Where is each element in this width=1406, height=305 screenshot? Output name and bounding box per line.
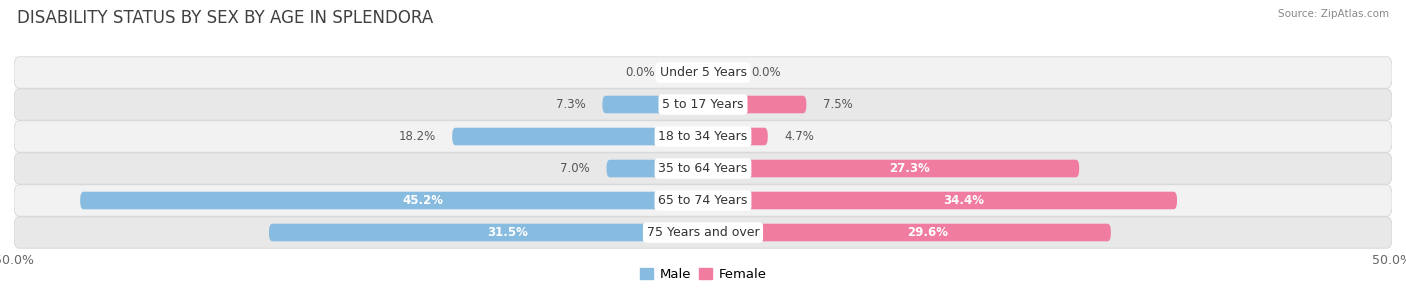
Text: 18 to 34 Years: 18 to 34 Years (658, 130, 748, 143)
Text: 45.2%: 45.2% (402, 194, 443, 207)
FancyBboxPatch shape (703, 224, 1111, 241)
Text: 29.6%: 29.6% (907, 226, 948, 239)
FancyBboxPatch shape (269, 224, 703, 241)
Text: 7.3%: 7.3% (557, 98, 586, 111)
FancyBboxPatch shape (14, 121, 1392, 152)
Text: 0.0%: 0.0% (626, 66, 655, 79)
Text: 34.4%: 34.4% (943, 194, 984, 207)
FancyBboxPatch shape (14, 57, 1392, 88)
FancyBboxPatch shape (14, 153, 1392, 184)
FancyBboxPatch shape (703, 192, 1177, 209)
Text: Source: ZipAtlas.com: Source: ZipAtlas.com (1278, 9, 1389, 19)
Text: 0.0%: 0.0% (751, 66, 780, 79)
Text: 31.5%: 31.5% (488, 226, 529, 239)
FancyBboxPatch shape (606, 160, 703, 177)
Text: 4.7%: 4.7% (785, 130, 814, 143)
Text: 35 to 64 Years: 35 to 64 Years (658, 162, 748, 175)
FancyBboxPatch shape (14, 185, 1392, 216)
FancyBboxPatch shape (602, 96, 703, 113)
Text: 65 to 74 Years: 65 to 74 Years (658, 194, 748, 207)
Text: 7.5%: 7.5% (823, 98, 852, 111)
FancyBboxPatch shape (703, 128, 768, 145)
Text: DISABILITY STATUS BY SEX BY AGE IN SPLENDORA: DISABILITY STATUS BY SEX BY AGE IN SPLEN… (17, 9, 433, 27)
Text: Under 5 Years: Under 5 Years (659, 66, 747, 79)
Text: 7.0%: 7.0% (560, 162, 591, 175)
FancyBboxPatch shape (703, 160, 1080, 177)
Text: 5 to 17 Years: 5 to 17 Years (662, 98, 744, 111)
FancyBboxPatch shape (453, 128, 703, 145)
Text: 75 Years and over: 75 Years and over (647, 226, 759, 239)
Text: 18.2%: 18.2% (398, 130, 436, 143)
FancyBboxPatch shape (14, 217, 1392, 248)
FancyBboxPatch shape (80, 192, 703, 209)
FancyBboxPatch shape (14, 89, 1392, 120)
FancyBboxPatch shape (703, 96, 807, 113)
Legend: Male, Female: Male, Female (634, 263, 772, 286)
Text: 27.3%: 27.3% (890, 162, 931, 175)
